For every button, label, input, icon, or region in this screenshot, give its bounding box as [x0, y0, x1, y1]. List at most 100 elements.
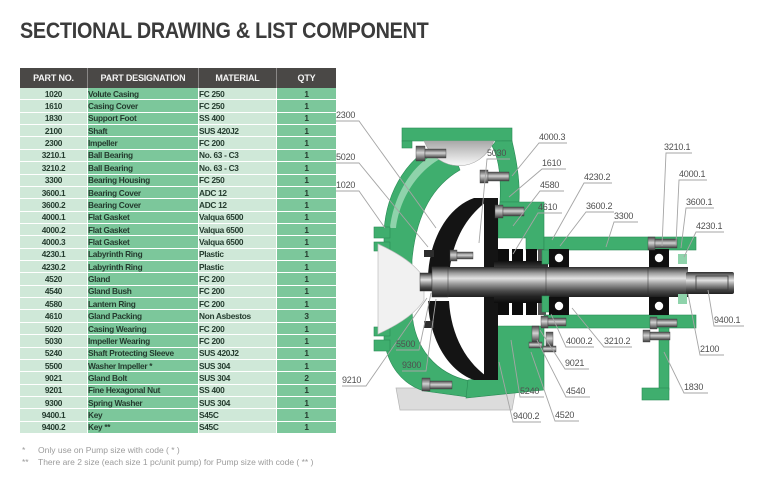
shaft-shape — [419, 266, 734, 298]
callout-label: 9400.2 — [513, 411, 540, 421]
table-cell: 2300 — [20, 136, 88, 150]
table-cell: Lantern Ring — [87, 297, 199, 311]
leader-line — [530, 351, 579, 422]
table-cell: 1 — [276, 359, 336, 373]
table-cell: Flat Gasket — [87, 223, 199, 237]
bolt — [540, 315, 549, 329]
table-cell: 1 — [276, 112, 336, 126]
table-cell: 2 — [276, 371, 336, 385]
table-cell: 3210.2 — [20, 161, 88, 175]
bolt — [487, 171, 510, 182]
table-header-cell: PART DESIGNATION — [87, 68, 199, 88]
table-cell: Key — [87, 408, 199, 422]
table-cell: 9021 — [20, 371, 88, 385]
leader-line — [539, 329, 589, 370]
table-cell: 1 — [276, 161, 336, 175]
footnote-marker: ** — [22, 457, 29, 467]
table-cell: Flat Gasket — [87, 235, 199, 249]
table-cell: Gland Packing — [87, 309, 199, 323]
callout-label: 4230.2 — [584, 172, 611, 182]
bolt — [654, 238, 678, 249]
table-header-cell: PART NO. — [20, 68, 88, 88]
table-cell: 1 — [276, 334, 336, 348]
table-cell: 4230.2 — [20, 260, 88, 274]
leader-line — [336, 190, 386, 229]
table-row: 9201 Fine Hexagonal Nut SS 400 1 — [20, 384, 336, 397]
table-cell: 4520 — [20, 272, 88, 286]
callout-label: 4610 — [538, 202, 557, 212]
callout-label: 5500 — [396, 339, 415, 349]
table-cell: 5030 — [20, 334, 88, 348]
table-row: 9021 Gland Bolt SUS 304 2 — [20, 371, 336, 385]
leader-line — [536, 339, 590, 398]
bolt — [649, 316, 658, 330]
table-cell: 1 — [276, 198, 336, 212]
table-row: 4000.3 Flat Gasket Valqua 6500 1 — [20, 235, 336, 249]
table-cell: 1 — [276, 272, 336, 286]
table-cell: S45C — [198, 421, 277, 435]
leader-line — [498, 361, 541, 423]
table-cell: SUS 304 — [198, 371, 277, 385]
callout-label: 4230.1 — [696, 221, 723, 231]
table-cell: Key ** — [87, 421, 199, 435]
table-cell: SUS 420J2 — [198, 347, 277, 360]
table-row: 5500 Washer Impeller * SUS 304 1 — [20, 359, 336, 373]
table-cell: 3 — [276, 309, 336, 323]
table-row: 3210.1 Ball Bearing No. 63 - C3 1 — [20, 149, 336, 163]
callout-label: 3600.1 — [686, 197, 713, 207]
callout-label: 4000.1 — [679, 169, 706, 179]
table-cell: Gland Bush — [87, 285, 199, 299]
table-row: 3300 Bearing Housing FC 250 1 — [20, 174, 336, 187]
table-cell: SS 400 — [198, 384, 277, 397]
table-row: 5030 Impeller Wearing FC 200 1 — [20, 334, 336, 348]
table-cell: 1610 — [20, 99, 88, 113]
table-row: 3210.2 Ball Bearing No. 63 - C3 1 — [20, 161, 336, 175]
leader-line — [605, 221, 638, 248]
table-cell: 1 — [276, 99, 336, 113]
table-cell: 1 — [276, 149, 336, 163]
table-cell: 1 — [276, 396, 336, 410]
callout-label: 4000.2 — [566, 336, 593, 346]
table-cell: 1 — [276, 384, 336, 397]
table-row: 1020 Volute Casing FC 250 1 — [20, 88, 336, 101]
table-cell: 1 — [276, 322, 336, 336]
leader-line — [683, 231, 724, 258]
table-cell: FC 250 — [198, 99, 277, 113]
table-cell: 1 — [276, 260, 336, 274]
table-row: 2100 Shaft SUS 420J2 1 — [20, 124, 336, 138]
table-cell: 1 — [276, 235, 336, 249]
table-row: 9300 Spring Washer SUS 304 1 — [20, 396, 336, 410]
table-cell: 1 — [276, 297, 336, 311]
gland-bolt — [542, 345, 557, 353]
callout-layer: 2300 5020 1020 9210 5500 9300 5030 4000.3 1610 45… — [336, 110, 744, 423]
table-cell: Ball Bearing — [87, 161, 199, 175]
footnotes: * Only use on Pump size with code ( * ) *… — [22, 444, 313, 468]
table-cell: ADC 12 — [198, 186, 277, 200]
footnote: ** There are 2 size (each size 1 pc/unit … — [22, 456, 313, 468]
table-cell: Labyrinth Ring — [87, 248, 199, 262]
table-row: 2300 Impeller FC 200 1 — [20, 136, 336, 150]
bolt — [456, 251, 474, 260]
gland-bolt — [528, 341, 543, 349]
bolt — [424, 148, 447, 159]
leader-line — [342, 297, 428, 387]
table-cell: 3300 — [20, 174, 88, 187]
table-cell: 1020 — [20, 88, 88, 101]
table-cell: No. 63 - C3 — [198, 149, 277, 163]
leader-line — [512, 212, 562, 255]
table-cell: FC 200 — [198, 322, 277, 336]
callout-label: 5020 — [336, 152, 355, 162]
table-row: 5240 Shaft Protecting Sleeve SUS 420J2 1 — [20, 347, 336, 360]
discharge-flange — [401, 127, 520, 203]
table-row: 4580 Lantern Ring FC 200 1 — [20, 297, 336, 311]
callout-label: 4520 — [555, 410, 574, 420]
table-cell: Bearing Cover — [87, 186, 199, 200]
table-cell: 1 — [276, 174, 336, 187]
table-cell: 2100 — [20, 124, 88, 138]
table-cell: FC 200 — [198, 136, 277, 150]
labyrinth-ring-shape — [678, 294, 687, 304]
parts-table-body: 1020 Volute Casing FC 250 1 1610 Casing Cover… — [20, 88, 336, 435]
callout-label: 1610 — [542, 158, 561, 168]
table-row: 4230.2 Labyrinth Ring Plastic 1 — [20, 260, 336, 274]
callout-label: 9400.1 — [714, 315, 741, 325]
